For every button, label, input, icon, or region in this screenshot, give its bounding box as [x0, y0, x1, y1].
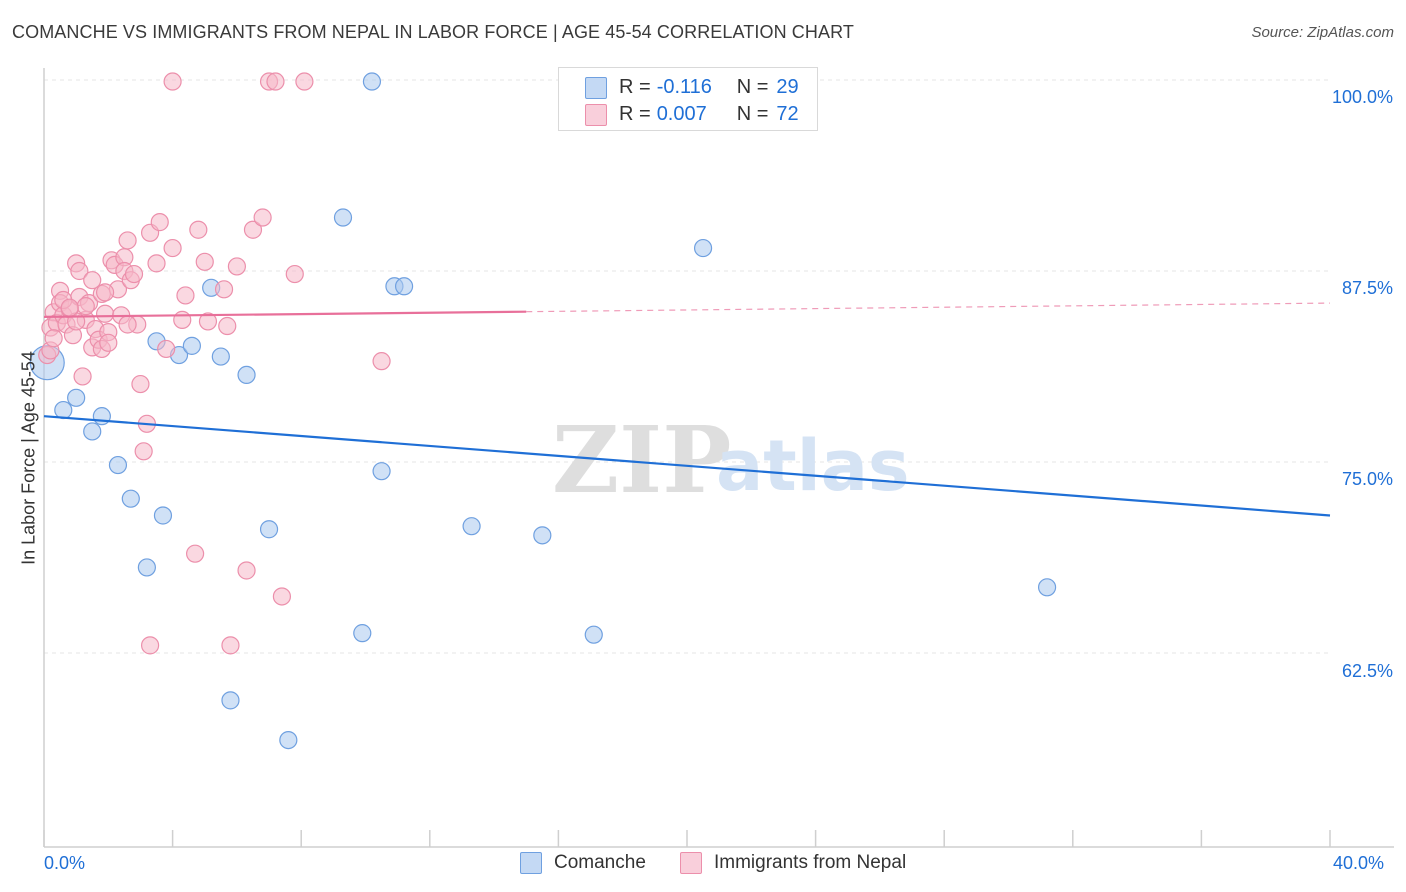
nepal-point — [147, 254, 166, 273]
nepal-point — [60, 298, 79, 317]
watermark-zip: ZIP — [552, 406, 731, 514]
nepal-point — [198, 312, 218, 331]
comanche-point — [67, 388, 86, 407]
nepal-point — [189, 220, 208, 239]
legend-r-value: 0.007 — [656, 102, 707, 125]
comanche-point — [372, 462, 391, 481]
nepal-point — [163, 238, 182, 258]
legend-swatch-comanche — [585, 77, 607, 99]
nepal-trend-line — [43, 310, 527, 318]
nepal-point — [227, 257, 246, 276]
watermark-atlas: atlas — [716, 425, 910, 507]
series-legend-label: Comanche — [554, 852, 646, 873]
legend-n-label: N = — [736, 75, 769, 98]
y-tick-label: 100.0% — [1331, 87, 1393, 107]
nepal-point — [99, 333, 118, 352]
legend-n-label: N = — [736, 102, 769, 125]
nepal-point — [118, 315, 137, 334]
nepal-point — [237, 561, 256, 580]
series-swatch-nepal — [680, 852, 702, 874]
comanche-point — [1037, 578, 1057, 597]
y-tick-label: 75.0% — [1341, 469, 1393, 489]
nepal-point — [95, 304, 115, 323]
nepal-point — [157, 339, 176, 359]
comanche-point — [693, 238, 713, 258]
comanche-point — [153, 506, 173, 525]
chart-title: COMANCHE VS IMMIGRANTS FROM NEPAL IN LAB… — [12, 22, 854, 42]
x-tick-label: 0.0% — [44, 853, 86, 873]
y-tick-label: 87.5% — [1341, 278, 1393, 298]
nepal-point — [70, 261, 89, 281]
x-tick-label: 40.0% — [1333, 853, 1385, 873]
nepal-point — [150, 213, 169, 232]
nepal-point — [221, 636, 240, 655]
nepal-point — [131, 374, 150, 394]
series-legend-comanche: Comanche — [520, 852, 646, 874]
comanche-point — [221, 691, 240, 710]
nepal-point — [372, 352, 391, 371]
nepal-point — [124, 264, 144, 284]
nepal-point — [186, 544, 205, 563]
nepal-point — [218, 316, 237, 336]
comanche-point — [108, 455, 128, 475]
nepal-point — [173, 310, 192, 329]
nepal-trend-line-dashed — [526, 302, 1331, 313]
series-legend-nepal: Immigrants from Nepal — [680, 852, 906, 874]
legend-row-nepal: R = 0.007 N = 72 — [585, 101, 799, 127]
nepal-point — [134, 442, 153, 461]
comanche-point — [182, 336, 201, 355]
correlation-legend: R = -0.116 N = 29 R = 0.007 N = 72 — [558, 67, 818, 131]
comanche-point — [137, 558, 156, 577]
y-tick-label: 62.5% — [1341, 661, 1393, 681]
nepal-point — [163, 72, 182, 91]
nepal-point — [272, 587, 292, 606]
comanche-point — [279, 730, 298, 750]
nepal-point — [253, 208, 272, 227]
comanche-point — [83, 422, 102, 441]
legend-r-label: R = — [619, 75, 651, 98]
nepal-point — [195, 252, 214, 271]
comanche-point — [353, 624, 372, 643]
nepal-point — [95, 283, 115, 302]
nepal-point — [295, 72, 314, 91]
nepal-point — [83, 271, 102, 290]
nepal-point — [266, 72, 285, 91]
nepal-point — [285, 264, 304, 284]
comanche-point — [394, 277, 414, 296]
comanche-point — [462, 517, 481, 536]
comanche-point — [333, 208, 353, 227]
series-swatch-comanche — [520, 852, 542, 874]
legend-r-label: R = — [619, 102, 651, 125]
nepal-point — [73, 367, 92, 386]
y-axis-label: In Labor Force | Age 45-54 — [18, 351, 39, 565]
comanche-point — [584, 625, 603, 644]
nepal-point — [214, 280, 234, 299]
comanche-point — [259, 520, 279, 539]
comanche-trend-line — [43, 415, 1331, 517]
nepal-point — [118, 231, 137, 250]
legend-row-comanche: R = -0.116 N = 29 — [585, 74, 799, 100]
legend-r-value: -0.116 — [656, 75, 712, 98]
nepal-point — [176, 286, 195, 305]
source-label: Source: ZipAtlas.com — [1251, 24, 1394, 41]
legend-swatch-nepal — [585, 104, 607, 126]
comanche-point — [362, 72, 382, 91]
nepal-point — [76, 297, 95, 316]
nepal-point — [243, 220, 263, 239]
nepal-point — [140, 636, 160, 655]
comanche-point — [121, 489, 140, 508]
comanche-point — [54, 400, 73, 420]
comanche-point — [533, 526, 552, 545]
comanche-point — [237, 365, 256, 385]
legend-n-value: 72 — [776, 102, 799, 125]
nepal-point — [44, 329, 63, 348]
series-legend-label: Immigrants from Nepal — [714, 852, 907, 873]
legend-n-value: 29 — [776, 75, 799, 98]
comanche-point — [211, 347, 230, 366]
